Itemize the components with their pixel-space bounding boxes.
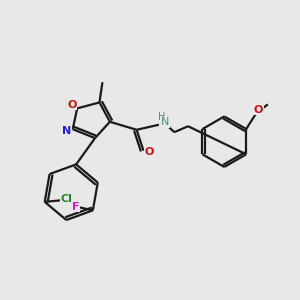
Text: O: O xyxy=(144,147,154,157)
Text: H: H xyxy=(158,112,166,122)
Text: N: N xyxy=(161,117,169,128)
Text: O: O xyxy=(67,100,76,110)
Text: N: N xyxy=(62,126,71,136)
Text: Cl: Cl xyxy=(61,194,73,204)
Text: F: F xyxy=(72,202,79,212)
Text: O: O xyxy=(254,105,263,115)
